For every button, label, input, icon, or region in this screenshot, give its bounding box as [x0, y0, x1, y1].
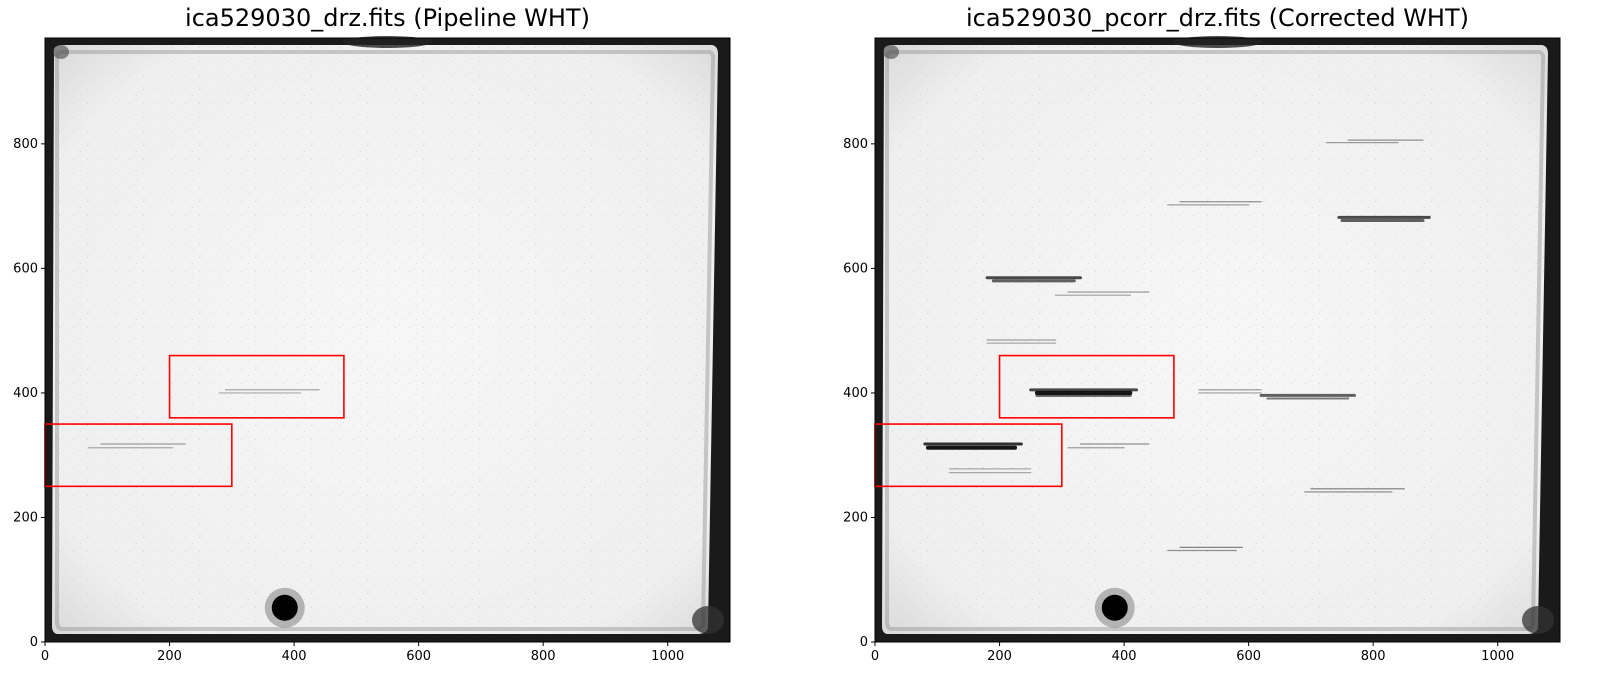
y-tick-label: 0 [30, 635, 38, 650]
x-tick-label: 0 [871, 649, 879, 664]
y-tick-label: 0 [860, 635, 868, 650]
x-tick-label: 800 [531, 649, 556, 664]
corner-cluster [53, 45, 69, 59]
top-edge-blob [1172, 36, 1263, 48]
y-tick-label: 200 [13, 510, 38, 525]
x-tick-label: 200 [157, 649, 182, 664]
y-tick-label: 600 [843, 261, 868, 276]
x-tick-label: 1000 [1481, 649, 1514, 664]
x-tick-label: 200 [987, 649, 1012, 664]
y-tick-label: 400 [843, 386, 868, 401]
right-panel-title: ica529030_pcorr_drz.fits (Corrected WHT) [966, 4, 1469, 32]
x-tick-label: 400 [282, 649, 307, 664]
right-panel: 0 200 400 600 800 1000 0 200 400 600 800 [843, 36, 1561, 664]
left-panel-title: ica529030_drz.fits (Pipeline WHT) [185, 4, 590, 32]
corner-cluster [883, 45, 899, 59]
dark-spot [271, 594, 298, 621]
left-panel: 0 200 400 600 800 1000 0 200 400 600 800 [13, 36, 731, 664]
y-tick-label: 800 [843, 137, 868, 152]
dark-spot [1101, 594, 1128, 621]
y-tick-label: 600 [13, 261, 38, 276]
x-tick-label: 800 [1361, 649, 1386, 664]
y-tick-label: 200 [843, 510, 868, 525]
region-box [168, 354, 345, 419]
top-edge-blob [342, 36, 433, 48]
x-tick-label: 0 [41, 649, 49, 664]
axes-frame [44, 37, 731, 643]
axes-frame [874, 37, 1561, 643]
x-tick-label: 600 [406, 649, 431, 664]
x-tick-label: 400 [1112, 649, 1137, 664]
x-tick-label: 1000 [651, 649, 684, 664]
corner-cluster [1522, 606, 1554, 634]
image-speckle [45, 38, 730, 642]
image-speckle [875, 38, 1560, 642]
region-box [998, 354, 1175, 419]
x-tick-label: 600 [1236, 649, 1261, 664]
y-tick-label: 400 [13, 386, 38, 401]
corner-cluster [692, 606, 724, 634]
y-tick-label: 800 [13, 137, 38, 152]
